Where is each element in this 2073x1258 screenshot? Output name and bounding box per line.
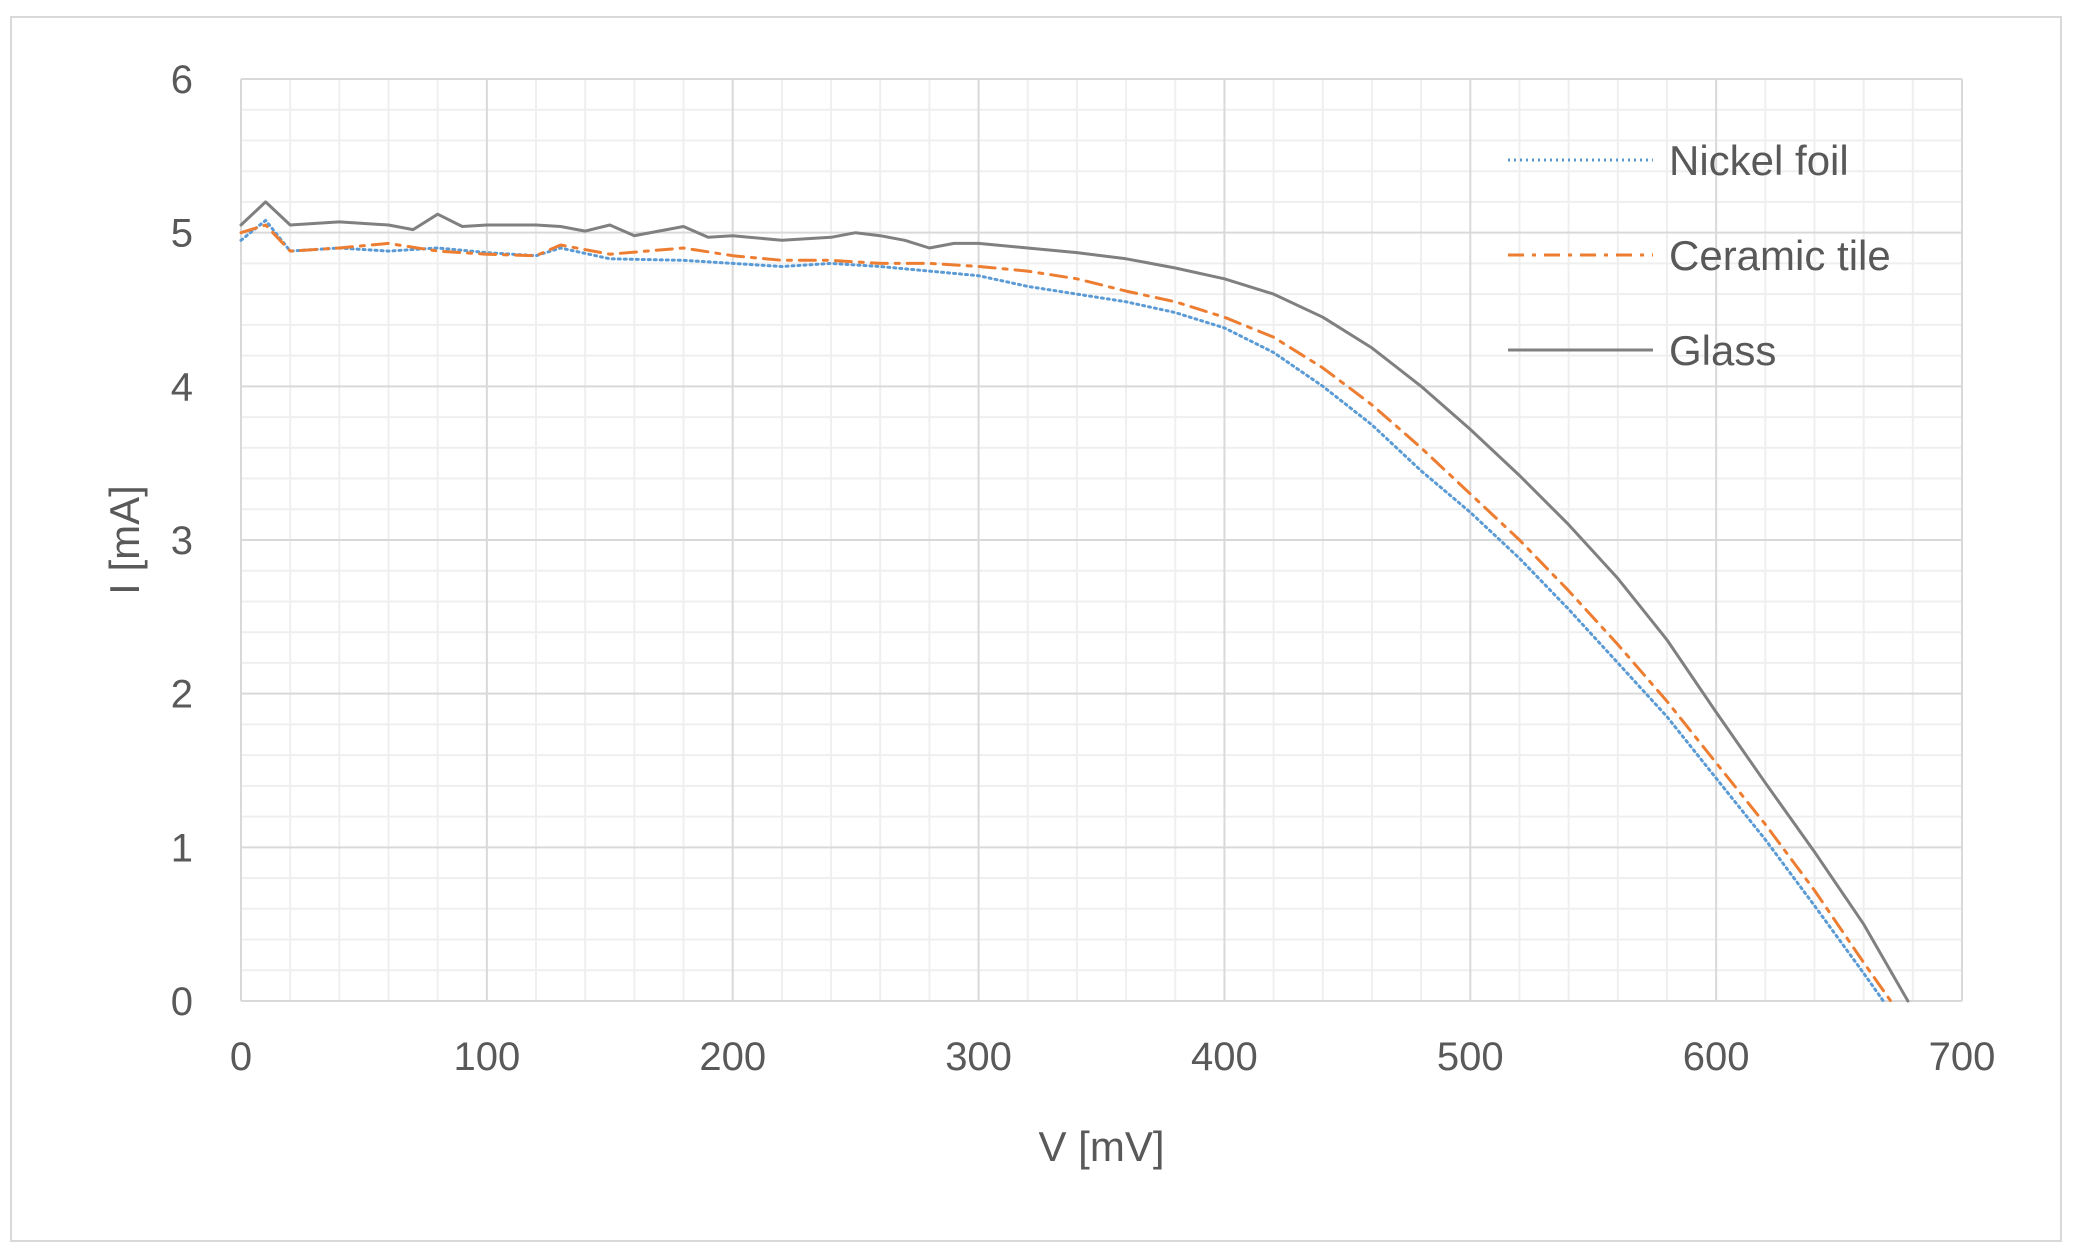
series-layer	[239, 200, 1910, 1003]
y-tick-label: 2	[171, 673, 193, 717]
x-tick-label: 500	[1437, 1035, 1504, 1079]
series-line-glass	[239, 200, 1910, 1003]
legend: Nickel foil Ceramic tile Glass	[1508, 137, 1891, 374]
y-tick-label: 1	[171, 826, 193, 870]
x-tick-label: 400	[1191, 1035, 1258, 1079]
x-tick-label: 0	[230, 1035, 252, 1079]
y-tick-label: 3	[171, 519, 193, 563]
legend-label: Nickel foil	[1669, 137, 1849, 184]
legend-label: Ceramic tile	[1669, 232, 1891, 279]
series-line-ceramic-tile	[239, 223, 1893, 1003]
major-gridlines	[240, 78, 1963, 1002]
x-tick-label: 700	[1929, 1035, 1996, 1079]
x-tick-label: 300	[945, 1035, 1012, 1079]
x-axis-tick-labels: 0 100 200 300 400 500 600 700	[230, 1035, 1996, 1079]
x-tick-label: 200	[699, 1035, 766, 1079]
legend-label: Glass	[1669, 327, 1776, 374]
y-tick-label: 0	[171, 980, 193, 1024]
y-tick-label: 5	[171, 212, 193, 256]
series-line-nickel-foil	[239, 218, 1885, 1003]
x-axis-title: V [mV]	[1038, 1123, 1164, 1170]
y-axis-title: I [mA]	[101, 485, 148, 595]
y-axis-tick-labels: 0 1 2 3 4 5 6	[171, 58, 193, 1024]
x-tick-label: 100	[453, 1035, 520, 1079]
x-tick-label: 600	[1683, 1035, 1750, 1079]
y-tick-label: 6	[171, 58, 193, 102]
chart-frame	[10, 16, 2062, 1242]
y-tick-label: 4	[171, 365, 193, 409]
